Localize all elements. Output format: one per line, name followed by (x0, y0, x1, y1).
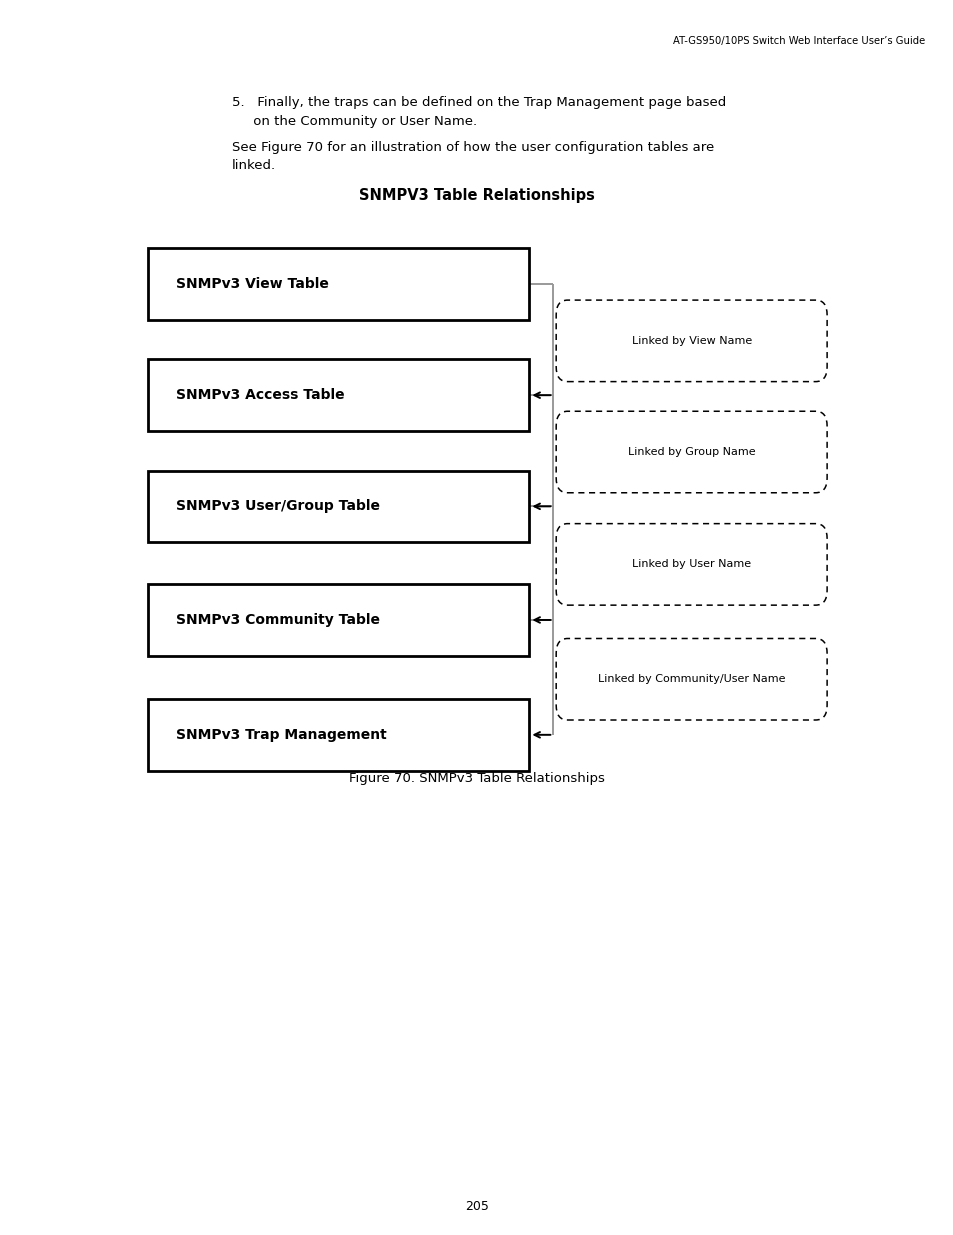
Text: See Figure 70 for an illustration of how the user configuration tables are: See Figure 70 for an illustration of how… (232, 141, 714, 154)
Bar (148, 359, 529, 431)
Text: Linked by User Name: Linked by User Name (632, 559, 750, 569)
Text: Linked by Group Name: Linked by Group Name (627, 447, 755, 457)
Text: SNMPv3 Access Table: SNMPv3 Access Table (176, 388, 345, 403)
Text: Figure 70. SNMPv3 Table Relationships: Figure 70. SNMPv3 Table Relationships (349, 772, 604, 785)
Bar (148, 699, 529, 771)
Text: SNMPv3 User/Group Table: SNMPv3 User/Group Table (176, 499, 380, 514)
FancyBboxPatch shape (556, 300, 826, 382)
FancyBboxPatch shape (556, 411, 826, 493)
FancyBboxPatch shape (556, 638, 826, 720)
Text: linked.: linked. (232, 159, 275, 173)
Text: SNMPv3 View Table: SNMPv3 View Table (176, 277, 329, 291)
Bar (148, 248, 529, 320)
Text: SNMPV3 Table Relationships: SNMPV3 Table Relationships (358, 188, 595, 203)
Text: 5.   Finally, the traps can be defined on the Trap Management page based: 5. Finally, the traps can be defined on … (232, 96, 725, 110)
Bar (148, 584, 529, 656)
Text: 205: 205 (464, 1199, 489, 1213)
Bar (148, 471, 529, 542)
FancyBboxPatch shape (556, 524, 826, 605)
Text: Linked by Community/User Name: Linked by Community/User Name (598, 674, 784, 684)
Text: AT-GS950/10PS Switch Web Interface User’s Guide: AT-GS950/10PS Switch Web Interface User’… (673, 36, 924, 46)
Text: on the Community or User Name.: on the Community or User Name. (232, 115, 476, 128)
Text: Linked by View Name: Linked by View Name (631, 336, 751, 346)
Text: SNMPv3 Community Table: SNMPv3 Community Table (176, 613, 380, 627)
Text: SNMPv3 Trap Management: SNMPv3 Trap Management (176, 727, 387, 742)
